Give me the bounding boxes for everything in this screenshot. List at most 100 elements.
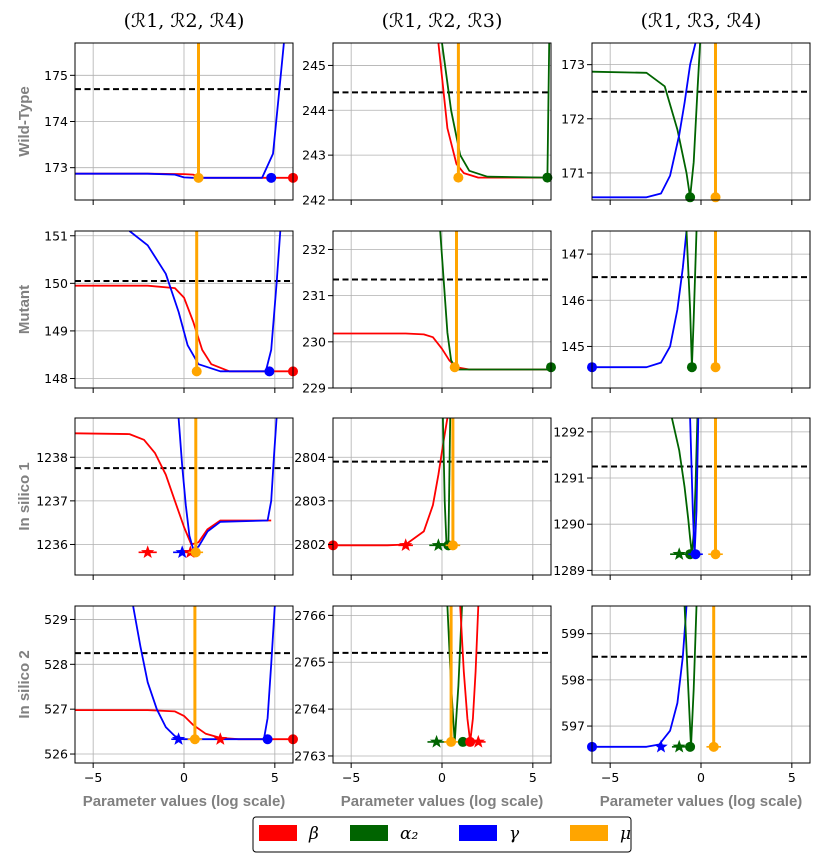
y-tick-label: 151	[44, 228, 68, 243]
y-tick-label: 172	[561, 111, 585, 126]
y-tick-label: 2765	[294, 655, 326, 670]
y-tick-label: 599	[561, 626, 585, 641]
x-tick-label: 0	[438, 770, 446, 785]
y-tick-label: 145	[561, 339, 585, 354]
legend-label: γ	[509, 824, 520, 844]
y-tick-label: 1236	[36, 537, 68, 552]
gamma-dot-marker	[266, 172, 277, 183]
subplot-panel: 2802 2803 2804	[294, 417, 552, 580]
beta-profile-curve	[75, 432, 272, 546]
alpha2-dot-marker	[542, 172, 553, 183]
subplot-panel: 242 243 244 245	[302, 42, 553, 208]
mu-dot-marker	[710, 192, 721, 203]
alpha2-profile-curve	[439, 231, 548, 371]
gamma-star-marker	[171, 732, 186, 745]
legend-label: β	[308, 824, 319, 844]
x-tick-label: 0	[180, 770, 188, 785]
y-tick-label: 2802	[294, 537, 326, 552]
row-label: In silico 1	[16, 462, 33, 530]
mu-dot-marker	[190, 547, 201, 558]
alpha2-star-marker	[431, 538, 445, 551]
gamma-star-marker	[175, 545, 189, 558]
y-tick-label: 245	[302, 58, 326, 73]
mu-dot-marker	[189, 734, 200, 745]
x-tick-label: −5	[601, 770, 619, 785]
subplot-panel: 173 174 175	[44, 42, 298, 205]
x-tick-label: 5	[788, 770, 796, 785]
alpha2-profile-curve	[441, 43, 551, 179]
alpha2-profile-curve	[442, 418, 449, 547]
y-tick-label: 2766	[294, 608, 326, 623]
y-tick-label: 527	[44, 702, 68, 717]
subplot-panel: 171 172 173	[561, 42, 811, 205]
y-tick-label: 529	[44, 612, 68, 627]
alpha2-dot-marker	[686, 362, 697, 373]
beta-star-marker	[399, 538, 413, 551]
gamma-profile-curve	[592, 606, 688, 748]
y-tick-label: 526	[44, 747, 68, 762]
subplot-panel: 229 230 231 232	[302, 230, 556, 396]
alpha2-profile-curve	[671, 418, 699, 556]
legend-box	[252, 816, 632, 853]
subplot-panel: 1236 1237 1238	[36, 417, 294, 580]
legend-swatch	[459, 825, 497, 841]
alpha2-star-marker	[429, 734, 444, 748]
row-label: In silico 2	[16, 650, 33, 718]
mu-dot-marker	[191, 366, 202, 377]
gamma-dot-marker	[264, 366, 275, 377]
x-axis-label: Parameter values (log scale)	[83, 793, 286, 810]
y-tick-label: 597	[561, 719, 585, 734]
mu-dot-marker	[453, 172, 464, 183]
beta-profile-curve	[75, 284, 293, 373]
gamma-star-marker	[654, 739, 668, 753]
y-tick-label: 171	[561, 165, 585, 180]
x-axis-label: Parameter values (log scale)	[600, 793, 803, 810]
y-tick-label: 243	[302, 148, 326, 163]
beta-profile-curve	[333, 418, 449, 547]
legend-swatch	[259, 825, 297, 841]
alpha2-profile-curve	[447, 418, 452, 546]
column-title: (ℛ1, ℛ2, ℛ3)	[382, 10, 503, 32]
alpha2-dot-marker	[685, 192, 696, 203]
y-tick-label: 174	[44, 114, 68, 129]
y-tick-label: 229	[302, 381, 326, 396]
gamma-dot-marker	[262, 734, 273, 745]
y-tick-label: 244	[302, 103, 326, 118]
gamma-profile-curve	[592, 43, 697, 199]
y-tick-label: 173	[44, 160, 68, 175]
y-tick-label: 2763	[294, 748, 326, 763]
mu-dot-marker	[708, 741, 719, 752]
legend-label: μ	[620, 824, 631, 844]
x-tick-label: 5	[271, 770, 279, 785]
legend-swatch	[350, 825, 388, 841]
y-tick-label: 2803	[294, 493, 326, 508]
y-tick-label: 242	[302, 193, 326, 208]
subplot-panel: 1289 1290 1291 1292	[553, 417, 811, 580]
mu-dot-marker	[449, 362, 460, 373]
y-tick-label: 150	[44, 276, 68, 291]
gamma-profile-curve	[132, 606, 276, 741]
y-tick-label: 230	[302, 334, 326, 349]
y-tick-label: 232	[302, 242, 326, 257]
y-tick-label: 1291	[553, 471, 585, 486]
y-tick-label: 528	[44, 657, 68, 672]
y-tick-label: 146	[561, 293, 585, 308]
beta-dot-marker	[465, 736, 476, 747]
subplot-panel: 148 149 150 151	[44, 228, 298, 393]
x-tick-label: −5	[84, 770, 102, 785]
beta-profile-curve	[437, 43, 551, 179]
x-tick-label: 5	[529, 770, 537, 785]
gamma-profile-curve	[592, 231, 688, 369]
y-tick-label: 175	[44, 68, 68, 83]
beta-star-marker	[141, 545, 155, 558]
mu-dot-marker	[446, 736, 457, 747]
beta-star-marker	[213, 732, 227, 745]
subplot-panel: 145 146 147	[561, 230, 811, 393]
subplot-panel: −5 0 5 526 527 528 529	[44, 605, 298, 785]
row-label: Mutant	[16, 285, 33, 334]
y-tick-label: 1237	[36, 493, 68, 508]
y-tick-label: 598	[561, 672, 585, 687]
column-title: (ℛ1, ℛ2, ℛ4)	[124, 10, 245, 32]
legend-swatch	[570, 825, 608, 841]
